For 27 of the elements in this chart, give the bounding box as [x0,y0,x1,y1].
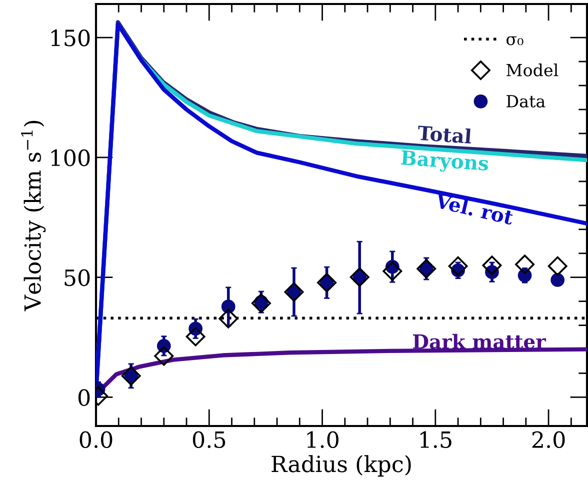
point [154,346,174,366]
point [186,326,206,346]
y-tick-label: 100 [51,149,90,166]
series-label: Total [417,125,472,144]
point [251,293,271,313]
point [448,256,468,276]
x-tick-label: 0.0 [80,431,112,448]
x-tick-label: 1.5 [420,431,452,448]
x-tick-label: 2.0 [532,431,565,448]
point [515,254,535,274]
y-tick-label: 150 [51,30,90,46]
x-axis-title: Radius (kpc) [272,455,411,477]
y-tick-label: 0 [78,389,90,406]
point [548,256,568,276]
series-label: Baryons [400,150,489,175]
y-axis-title: Velocity (km s$^{−1}$) [21,120,46,312]
legend-label: Model [506,63,558,76]
x-tick-label: 0.5 [192,431,226,448]
point [550,273,565,287]
point [482,256,502,276]
point [350,267,370,287]
legend-label: Data [506,95,546,108]
x-tick-label: 1.0 [307,431,338,448]
point [218,308,238,328]
y-tick-label: 50 [64,269,90,286]
legend-label: σ₀ [506,36,524,46]
point [382,261,402,281]
